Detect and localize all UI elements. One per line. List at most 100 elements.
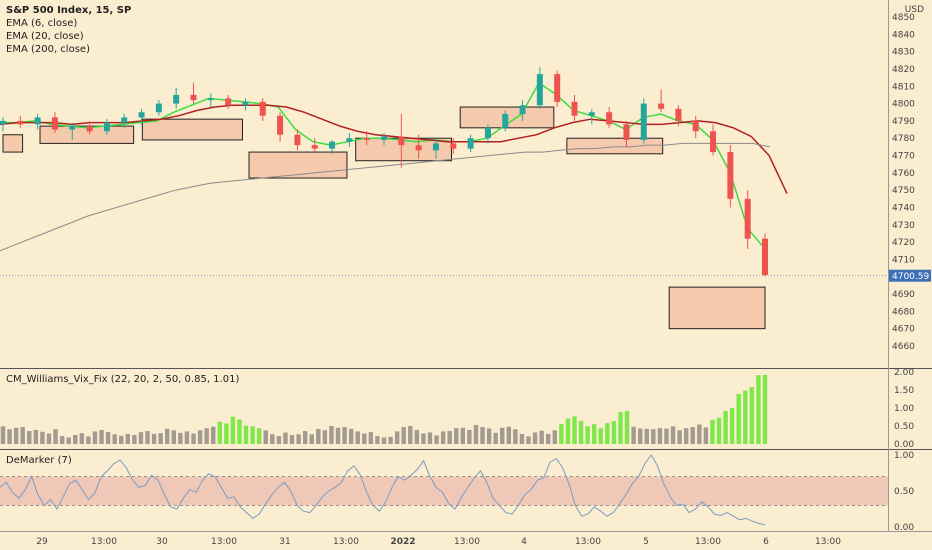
demarker-tick-label: 0.00: [894, 523, 914, 533]
candle: [363, 131, 370, 146]
vix-tick-label: 2.00: [894, 368, 914, 378]
vix-bar: [467, 429, 472, 444]
candle: [17, 115, 24, 128]
candle: [432, 139, 439, 159]
vix-bar: [611, 420, 617, 444]
candle-body: [277, 115, 284, 135]
candle-body: [190, 94, 197, 101]
candle-body: [554, 74, 561, 102]
candle: [121, 113, 128, 128]
price-tick-label: 4840: [892, 30, 915, 40]
vix-bar: [749, 387, 755, 444]
vix-bar: [532, 432, 538, 444]
price-tick-label: 4680: [892, 307, 915, 317]
price-tick-label: 4670: [892, 325, 915, 335]
candle: [710, 124, 717, 156]
candle: [536, 67, 543, 109]
candle: [398, 113, 405, 168]
vix-bar: [454, 428, 459, 444]
vix-bar: [112, 434, 117, 444]
vix-bar: [7, 429, 12, 444]
time-tick-label: 31: [279, 537, 290, 547]
symbol-title: S&P 500 Index, 15, SP: [6, 5, 132, 16]
vix-bar: [421, 433, 426, 444]
legend-ema6: EMA (6, close): [6, 18, 78, 29]
vix-bar: [585, 426, 590, 444]
vix-bar: [335, 427, 341, 444]
candle: [450, 138, 457, 154]
vix-bar: [710, 419, 715, 444]
candle: [588, 108, 595, 125]
vix-bar: [651, 429, 656, 444]
vix-bar: [677, 430, 682, 444]
vix-bar: [230, 416, 236, 444]
vix-bar: [276, 436, 282, 444]
vix-bar: [204, 428, 209, 444]
vix-bar: [500, 427, 505, 444]
time-tick-label: 2022: [390, 537, 415, 547]
candle-body: [346, 138, 353, 142]
candle-body: [762, 238, 768, 276]
vix-bar: [578, 420, 584, 444]
vix-bar: [440, 431, 446, 444]
vix-bar: [263, 430, 268, 444]
candle-body: [588, 112, 595, 116]
vix-bar: [125, 433, 131, 444]
candle-body: [640, 103, 647, 140]
vix-bar: [618, 411, 623, 444]
vix-bar: [224, 423, 229, 444]
candle-body: [225, 98, 232, 106]
candle-body: [17, 120, 24, 125]
candle-body: [484, 127, 491, 139]
vix-bar: [414, 429, 420, 444]
candle-body: [0, 120, 6, 125]
vix-bar: [762, 374, 768, 444]
order-block-zone: [141, 118, 243, 141]
candle: [329, 139, 336, 154]
last-price-badge: [889, 269, 931, 282]
time-tick-label: 5: [643, 537, 649, 547]
vix-bar: [191, 433, 196, 444]
vix-bar: [40, 431, 45, 444]
vix-bar: [703, 427, 709, 444]
vix-bar: [270, 434, 275, 444]
vix-bar: [526, 436, 531, 444]
candle-body: [311, 145, 318, 149]
price-tick-label: 4720: [892, 238, 915, 248]
candle-body: [519, 105, 526, 114]
vix-bar: [427, 432, 433, 444]
candle: [381, 133, 387, 146]
candle: [34, 113, 41, 130]
vix-bar: [243, 425, 249, 444]
candle-body: [536, 74, 543, 106]
vix-bar: [322, 430, 328, 444]
price-tick-label: 4780: [892, 134, 915, 144]
demarker-label: DeMarker (7): [6, 455, 72, 466]
vix-bar: [302, 431, 308, 444]
vix-bar: [79, 433, 85, 444]
candle: [103, 119, 110, 135]
vix-bar: [756, 375, 761, 444]
vix-bar: [473, 424, 479, 444]
vix-bar: [66, 437, 71, 444]
vix-bar: [171, 430, 176, 444]
order-block-zone: [566, 137, 664, 155]
vix-bar: [59, 436, 65, 444]
candle-body: [294, 134, 301, 146]
price-tick-label: 4710: [892, 255, 915, 265]
vix-bar: [375, 436, 380, 444]
candle: [294, 129, 301, 151]
time-tick-label: 30: [156, 537, 168, 547]
vix-bar: [513, 429, 518, 444]
vix-bar: [546, 433, 551, 444]
vix-bar: [506, 426, 512, 444]
candle-body: [415, 145, 422, 151]
time-tick-label: 13:00: [815, 537, 841, 547]
order-block-zone: [248, 151, 348, 179]
candle-body: [381, 136, 387, 140]
candle: [692, 115, 699, 139]
vix-bar: [605, 423, 610, 444]
vix-bar: [362, 433, 367, 444]
candle: [69, 122, 76, 140]
